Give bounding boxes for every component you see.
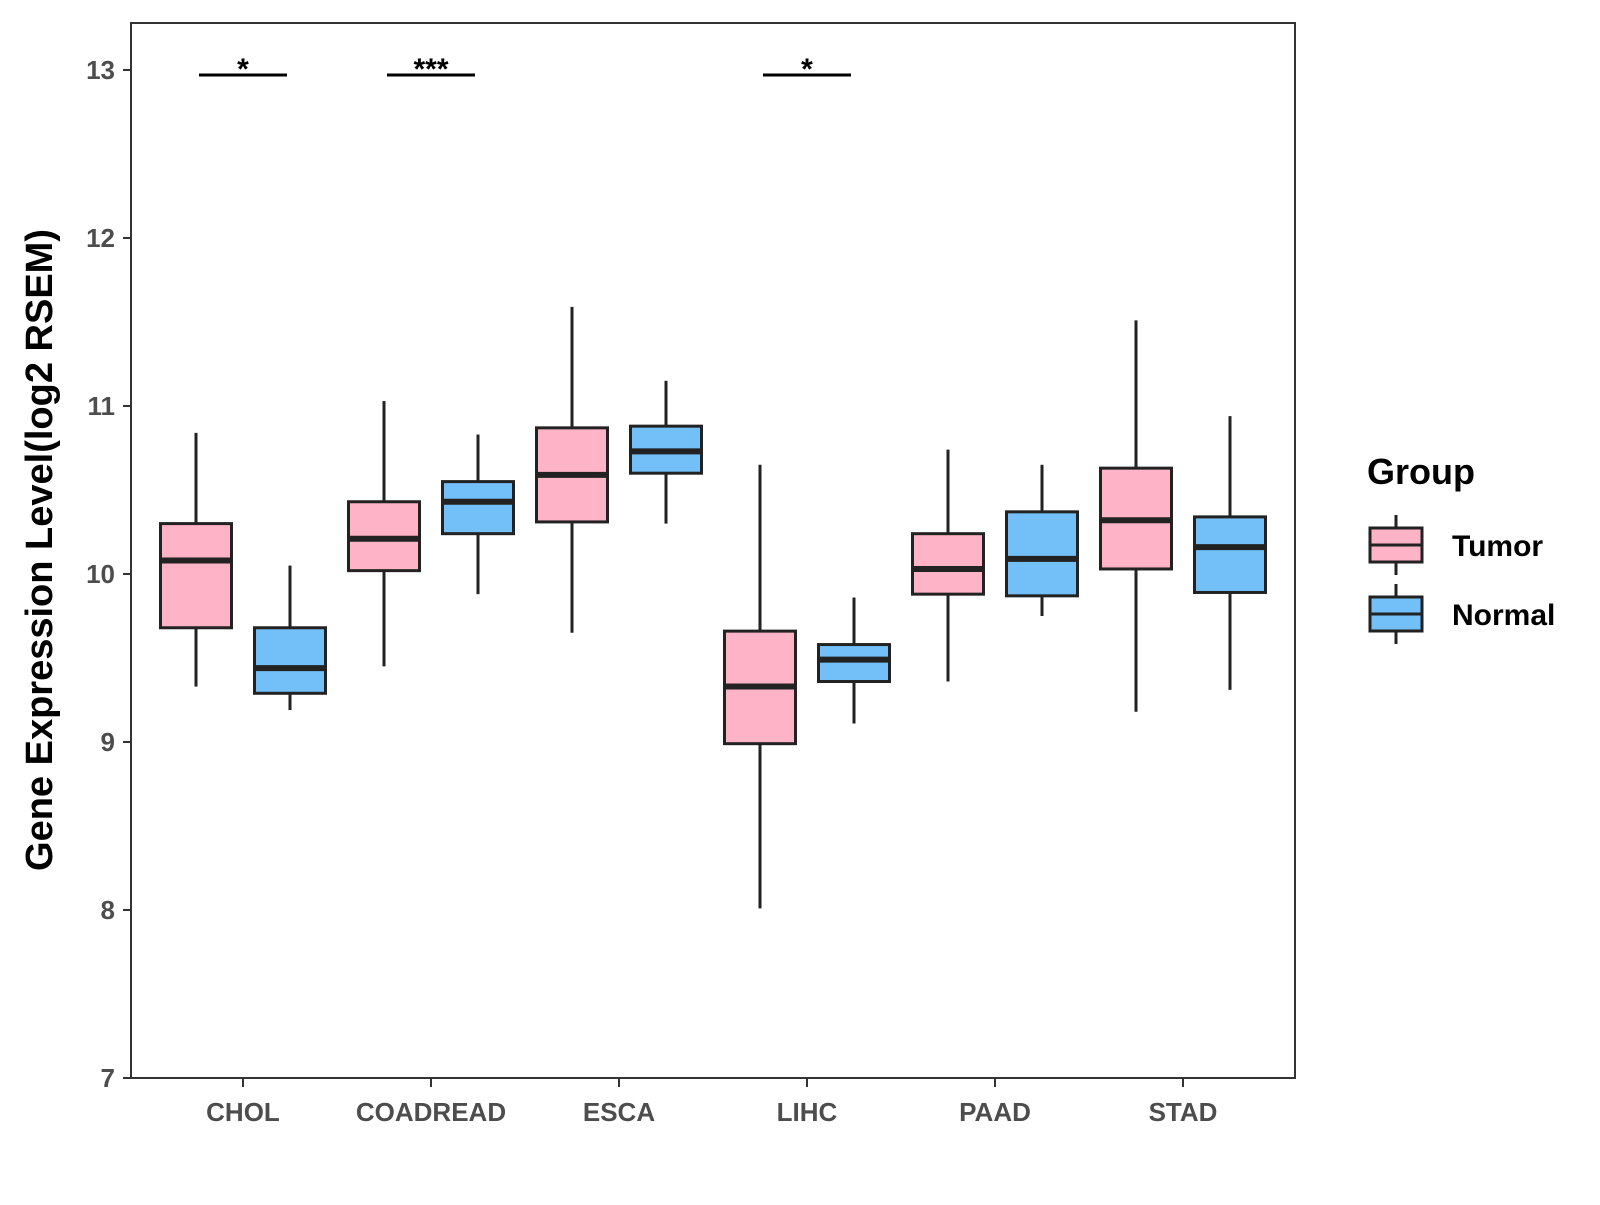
x-tick-label-lihc: LIHC (777, 1097, 838, 1127)
x-tick-label-chol: CHOL (206, 1097, 280, 1127)
box-tumor-lihc (723, 464, 797, 909)
y-tick-label: 11 (88, 391, 116, 421)
box-iqr (1193, 515, 1267, 594)
x-axis: CHOL COADREAD ESCA LIHC PAAD STAD (206, 1078, 1217, 1127)
box-iqr (817, 643, 891, 684)
y-axis: 7 8 9 10 11 12 13 (86, 55, 131, 1093)
y-axis-title: Gene Expression Level(log2 RSEM) (19, 229, 61, 871)
y-tick-label: 10 (86, 559, 115, 589)
box-iqr (253, 626, 327, 695)
x-tick-label-coadread: COADREAD (356, 1097, 506, 1127)
box-tumor-esca (535, 306, 609, 633)
significance-layer: * *** * (199, 53, 851, 86)
significance-label-chol: * (237, 53, 249, 86)
significance-label-coadread: *** (413, 53, 448, 86)
legend-item-tumor: Tumor (1368, 515, 1543, 575)
box-normal-stad (1193, 416, 1267, 690)
y-tick-label: 7 (101, 1063, 115, 1093)
box-normal-paad (1005, 464, 1079, 616)
legend-item-normal: Normal (1368, 584, 1555, 644)
plot-panel-border (130, 22, 1296, 1079)
box-iqr (911, 532, 985, 596)
box-tumor-stad (1099, 320, 1173, 712)
legend-label-normal: Normal (1452, 599, 1555, 632)
legend-title: Group (1367, 451, 1475, 492)
box-tumor-coadread (347, 400, 421, 667)
legend-label-tumor: Tumor (1452, 530, 1543, 563)
y-tick-label: 9 (101, 727, 115, 757)
box-normal-lihc (817, 597, 891, 724)
boxes-layer (159, 306, 1267, 909)
box-tumor-chol (159, 432, 233, 687)
y-tick-label: 8 (101, 895, 115, 925)
box-tumor-paad (911, 449, 985, 682)
box-iqr (1005, 510, 1079, 598)
x-tick-label-paad: PAAD (959, 1097, 1031, 1127)
significance-label-lihc: * (801, 53, 813, 86)
box-normal-esca (629, 380, 703, 524)
box-iqr (159, 522, 233, 630)
box-iqr (441, 480, 515, 536)
box-normal-coadread (441, 434, 515, 595)
y-tick-label: 12 (86, 223, 115, 253)
legend: Group Tumor Normal (1367, 451, 1555, 644)
x-tick-label-esca: ESCA (583, 1097, 655, 1127)
box-normal-chol (253, 565, 327, 711)
y-tick-label: 13 (86, 55, 115, 85)
x-tick-label-stad: STAD (1149, 1097, 1218, 1127)
